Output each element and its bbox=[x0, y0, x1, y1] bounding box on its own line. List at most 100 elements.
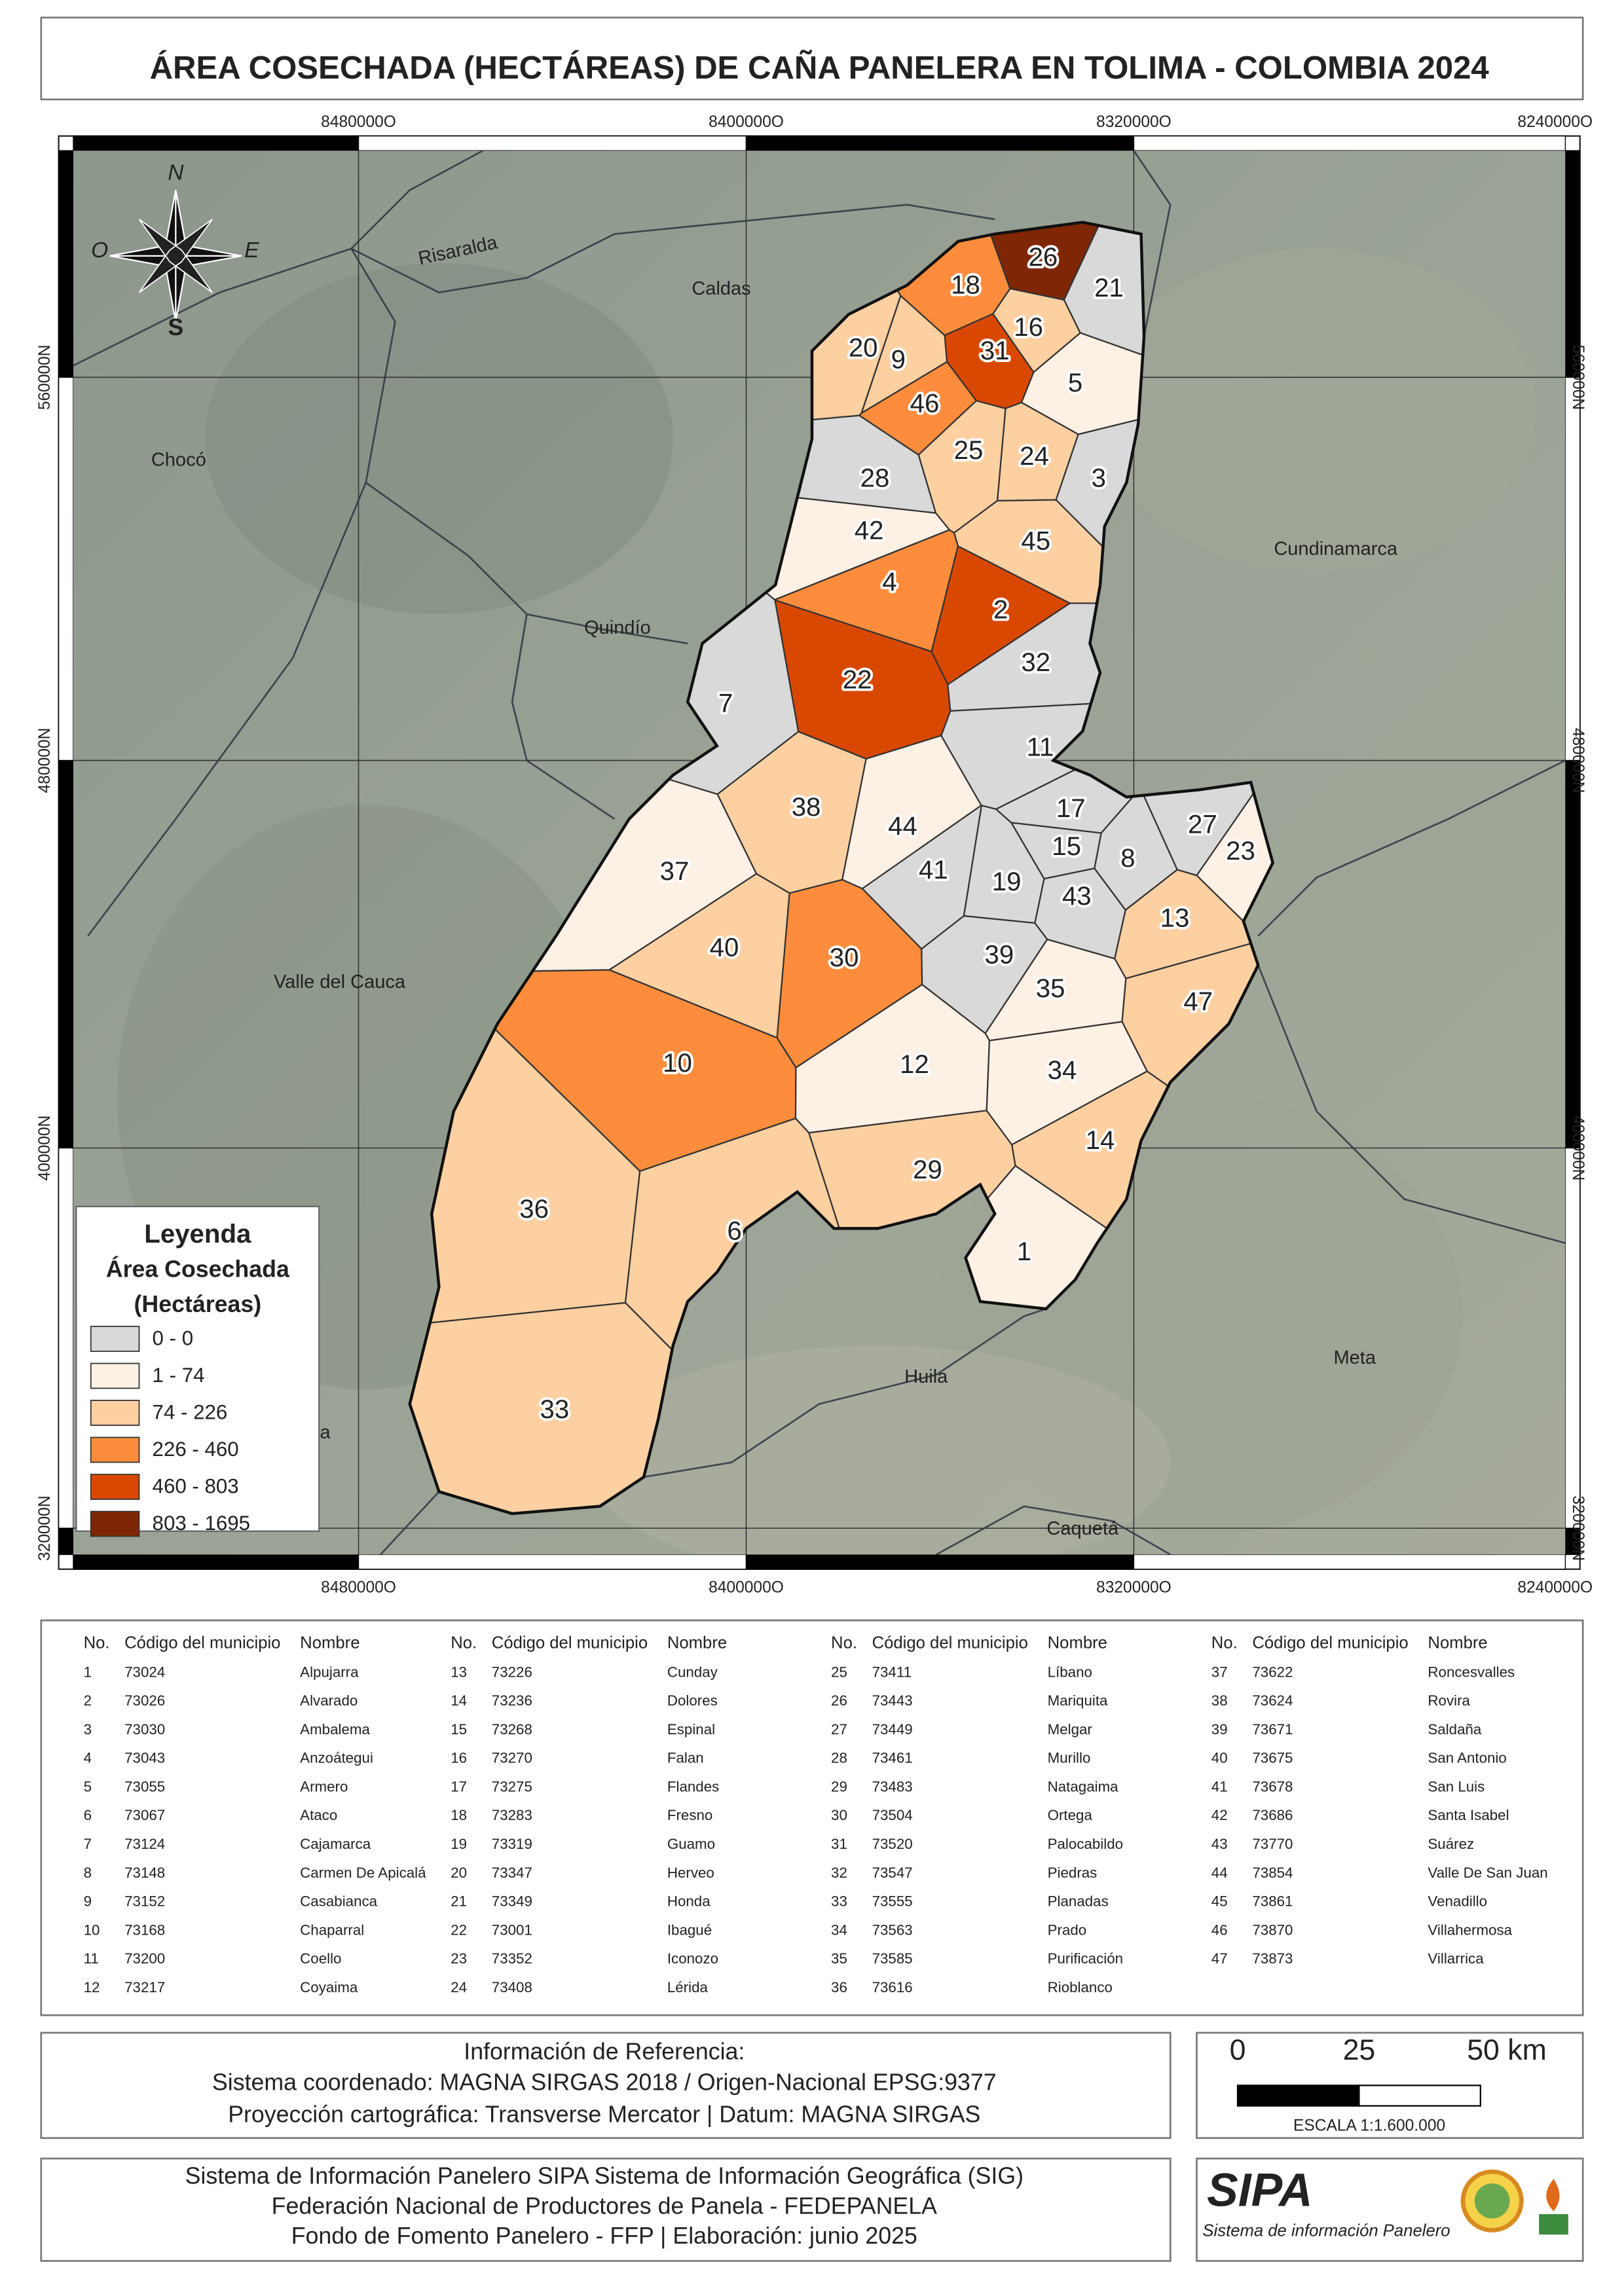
legend-unit: (Hectáreas) bbox=[134, 1291, 261, 1317]
department-border bbox=[350, 204, 995, 294]
municipality bbox=[858, 361, 978, 456]
table-cell: Villahermosa bbox=[1428, 1922, 1512, 1938]
y-coordinate-label: 560000N bbox=[1569, 344, 1587, 410]
municipality-label: 5 bbox=[1068, 368, 1082, 397]
municipality-label: 12 bbox=[900, 1049, 929, 1079]
municipality bbox=[409, 1302, 883, 1514]
municipality-label: 23 bbox=[1226, 836, 1255, 866]
table-box bbox=[40, 1619, 1584, 2016]
municipality-label: 32 bbox=[1021, 647, 1050, 677]
municipality bbox=[409, 911, 641, 1338]
region-name: Caquetá bbox=[1046, 1518, 1119, 1539]
table-cell: 47 bbox=[1211, 1950, 1228, 1967]
table-cell: 73555 bbox=[872, 1893, 913, 1910]
reference-line: Sistema coordenado: MAGNA SIRGAS 2018 / … bbox=[212, 2069, 997, 2096]
table-header: No. bbox=[84, 1634, 110, 1652]
table-cell: Natagaima bbox=[1048, 1778, 1119, 1795]
table-cell: 43 bbox=[1211, 1836, 1228, 1852]
table-cell: 73461 bbox=[872, 1750, 913, 1766]
map-body: RisaraldaCaldasChocóQuindíoCundinamarcaV… bbox=[73, 151, 1566, 1555]
table-cell: Planadas bbox=[1048, 1893, 1109, 1910]
municipality-label: 46 bbox=[910, 388, 940, 418]
table-cell: Coello bbox=[300, 1950, 341, 1967]
title: ÁREA COSECHADA (HECTÁREAS) DE CAÑA PANEL… bbox=[150, 49, 1490, 86]
legend-label: 1 - 74 bbox=[153, 1364, 205, 1387]
region-name: Valle del Cauca bbox=[274, 972, 406, 993]
table-cell: 6 bbox=[84, 1807, 92, 1823]
region-name: Quindío bbox=[584, 617, 651, 638]
municipality-label: 29 bbox=[913, 1155, 942, 1184]
table-cell: 45 bbox=[1211, 1893, 1228, 1910]
municipality-label: 7 bbox=[718, 688, 733, 718]
table-cell: 25 bbox=[831, 1664, 847, 1680]
table-cell: San Luis bbox=[1428, 1778, 1485, 1795]
terrain-patch bbox=[204, 263, 673, 615]
table-cell: 73483 bbox=[872, 1778, 913, 1795]
table-cell: 73624 bbox=[1252, 1692, 1293, 1709]
table-cell: 73124 bbox=[124, 1836, 165, 1852]
reference-line: Proyección cartográfica: Transverse Merc… bbox=[228, 2102, 980, 2128]
table-cell: 73217 bbox=[124, 1979, 165, 1995]
table-cell: Valle De San Juan bbox=[1428, 1865, 1547, 1881]
municipality-label: 18 bbox=[951, 270, 980, 299]
table-cell: Líbano bbox=[1048, 1664, 1092, 1680]
frame-band bbox=[73, 136, 360, 151]
municipality-label: 14 bbox=[1086, 1125, 1115, 1155]
footer-line: Fondo de Fomento Panelero - FFP | Elabor… bbox=[291, 2223, 917, 2249]
table-cell: Suárez bbox=[1428, 1836, 1474, 1852]
table-cell: Carmen De Apicalá bbox=[300, 1865, 426, 1881]
table-cell: 36 bbox=[831, 1979, 847, 1995]
table-cell: 19 bbox=[451, 1836, 467, 1852]
table-cell: 73671 bbox=[1252, 1721, 1293, 1738]
table-cell: 1 bbox=[84, 1664, 92, 1680]
table-cell: 73055 bbox=[124, 1778, 165, 1795]
table-cell: 73152 bbox=[124, 1893, 165, 1910]
compass-south: S bbox=[168, 314, 183, 340]
title-box bbox=[40, 16, 1584, 101]
municipality bbox=[841, 735, 982, 890]
table-cell: 42 bbox=[1211, 1807, 1228, 1823]
table-cell: Falan bbox=[667, 1750, 704, 1766]
footer-line: Federación Nacional de Productores de Pa… bbox=[272, 2193, 937, 2219]
table-cell: Santa Isabel bbox=[1428, 1807, 1509, 1823]
municipality-label: 19 bbox=[992, 867, 1022, 896]
compass-east: E bbox=[244, 238, 259, 263]
table-cell: 35 bbox=[831, 1950, 847, 1967]
table-header: No. bbox=[831, 1634, 857, 1652]
frame-band bbox=[1564, 1147, 1581, 1529]
table-cell: 73024 bbox=[124, 1664, 165, 1680]
table-cell: 27 bbox=[831, 1721, 847, 1738]
table-header: Código del municipio bbox=[1252, 1634, 1408, 1652]
table-cell: 73675 bbox=[1252, 1750, 1293, 1766]
table-cell: Venadillo bbox=[1428, 1893, 1487, 1910]
logo-emblem-inner bbox=[1474, 2183, 1510, 2219]
frame-band bbox=[1564, 759, 1581, 1149]
municipality-label: 1 bbox=[1017, 1237, 1031, 1266]
frame-band bbox=[358, 1554, 747, 1570]
table-cell: 73349 bbox=[492, 1893, 532, 1910]
table-cell: 73168 bbox=[124, 1922, 165, 1938]
legend-swatch bbox=[90, 1400, 140, 1426]
table-cell: 73347 bbox=[492, 1865, 532, 1881]
y-coordinate-label: 320000N bbox=[36, 1495, 54, 1561]
table-cell: 10 bbox=[84, 1922, 100, 1938]
table-cell: 4 bbox=[84, 1750, 92, 1766]
terrain-patch bbox=[585, 1345, 1171, 1555]
municipality bbox=[608, 873, 790, 1039]
reference-box bbox=[40, 2032, 1172, 2140]
legend-swatch bbox=[90, 1436, 140, 1463]
table-cell: Melgar bbox=[1048, 1721, 1093, 1738]
table-cell: 38 bbox=[1211, 1692, 1228, 1709]
table-cell: 31 bbox=[831, 1836, 847, 1852]
table-cell: 46 bbox=[1211, 1922, 1228, 1938]
x-coordinate-label: 8240000O bbox=[1517, 113, 1593, 131]
municipality-label: 26 bbox=[1029, 242, 1058, 272]
table-cell: 73770 bbox=[1252, 1836, 1293, 1852]
table-header: Código del municipio bbox=[124, 1634, 280, 1652]
legend-subtitle: Área Cosechada bbox=[106, 1256, 290, 1283]
table-cell: 73854 bbox=[1252, 1865, 1293, 1881]
table-cell: Ataco bbox=[300, 1807, 337, 1823]
municipality-label: 35 bbox=[1036, 974, 1065, 1003]
municipality-label: 42 bbox=[855, 516, 884, 545]
municipality-label: 20 bbox=[849, 333, 878, 362]
